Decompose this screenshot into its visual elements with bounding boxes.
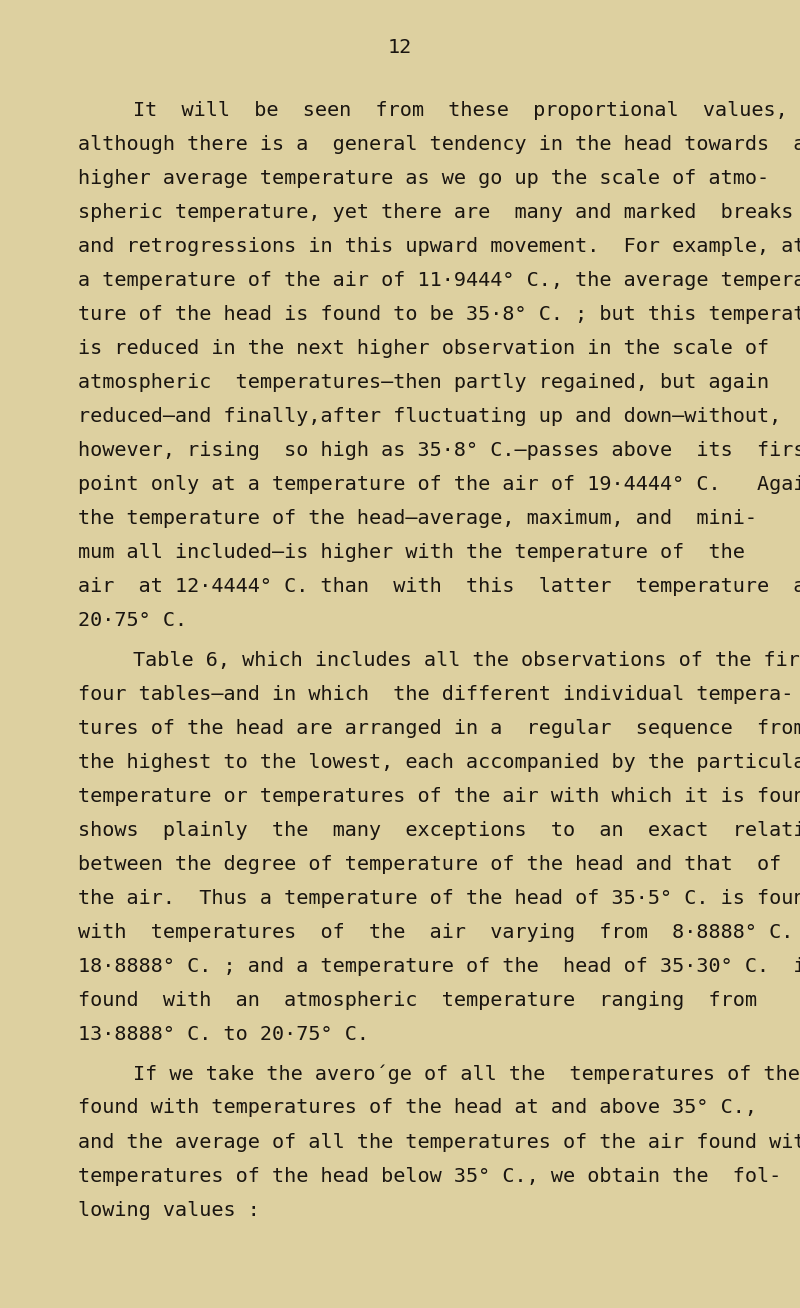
Text: is reduced in the next higher observation in the scale of: is reduced in the next higher observatio… (78, 339, 769, 358)
Text: point only at a temperature of the air of 19·4444° C.   Again,: point only at a temperature of the air o… (78, 475, 800, 494)
Text: however, rising  so high as 35·8° C.—passes above  its  first: however, rising so high as 35·8° C.—pass… (78, 441, 800, 460)
Text: a temperature of the air of 11·9444° C., the average tempera-: a temperature of the air of 11·9444° C.,… (78, 271, 800, 289)
Text: found  with  an  atmospheric  temperature  ranging  from: found with an atmospheric temperature ra… (78, 991, 757, 1010)
Text: 18·8888° C. ; and a temperature of the  head of 35·30° C.  is: 18·8888° C. ; and a temperature of the h… (78, 957, 800, 976)
Text: reduced—and finally,after fluctuating up and down—without,: reduced—and finally,after fluctuating up… (78, 407, 782, 426)
Text: spheric temperature, yet there are  many and marked  breaks: spheric temperature, yet there are many … (78, 203, 794, 221)
Text: found with temperatures of the head at and above 35° C.,: found with temperatures of the head at a… (78, 1099, 757, 1117)
Text: ture of the head is found to be 35·8° C. ; but this temperature: ture of the head is found to be 35·8° C.… (78, 305, 800, 323)
Text: 12: 12 (388, 38, 412, 58)
Text: four tables—and in which  the different individual tempera-: four tables—and in which the different i… (78, 684, 794, 704)
Text: and the average of all the temperatures of the air found with: and the average of all the temperatures … (78, 1133, 800, 1151)
Text: the temperature of the head—average, maximum, and  mini-: the temperature of the head—average, max… (78, 509, 757, 528)
Text: 20·75° C.: 20·75° C. (78, 611, 187, 630)
Text: mum all included—is higher with the temperature of  the: mum all included—is higher with the temp… (78, 543, 745, 562)
Text: It  will  be  seen  from  these  proportional  values,  that: It will be seen from these proportional … (133, 101, 800, 119)
Text: and retrogressions in this upward movement.  For example, at: and retrogressions in this upward moveme… (78, 237, 800, 255)
Text: If we take the averóge of all the  temperatures of the  air: If we take the averóge of all the tempe… (133, 1065, 800, 1084)
Text: temperatures of the head below 35° C., we obtain the  fol-: temperatures of the head below 35° C., w… (78, 1167, 782, 1185)
Text: temperature or temperatures of the air with which it is found—: temperature or temperatures of the air w… (78, 786, 800, 806)
Text: tures of the head are arranged in a  regular  sequence  from: tures of the head are arranged in a regu… (78, 718, 800, 738)
Text: atmospheric  temperatures—then partly regained, but again: atmospheric temperatures—then partly reg… (78, 373, 769, 392)
Text: with  temperatures  of  the  air  varying  from  8·8888° C.  to: with temperatures of the air varying fro… (78, 922, 800, 942)
Text: although there is a  general tendency in the head towards  a: although there is a general tendency in … (78, 135, 800, 153)
Text: lowing values :: lowing values : (78, 1201, 260, 1219)
Text: shows  plainly  the  many  exceptions  to  an  exact  relation: shows plainly the many exceptions to an … (78, 820, 800, 840)
Text: 13·8888° C. to 20·75° C.: 13·8888° C. to 20·75° C. (78, 1025, 369, 1044)
Text: Table 6, which includes all the observations of the first: Table 6, which includes all the observat… (133, 650, 800, 670)
Text: the air.  Thus a temperature of the head of 35·5° C. is found: the air. Thus a temperature of the head … (78, 888, 800, 908)
Text: higher average temperature as we go up the scale of atmo-: higher average temperature as we go up t… (78, 169, 769, 187)
Text: the highest to the lowest, each accompanied by the particular: the highest to the lowest, each accompan… (78, 752, 800, 772)
Text: air  at 12·4444° C. than  with  this  latter  temperature  at: air at 12·4444° C. than with this latter… (78, 577, 800, 596)
Text: between the degree of temperature of the head and that  of: between the degree of temperature of the… (78, 854, 782, 874)
